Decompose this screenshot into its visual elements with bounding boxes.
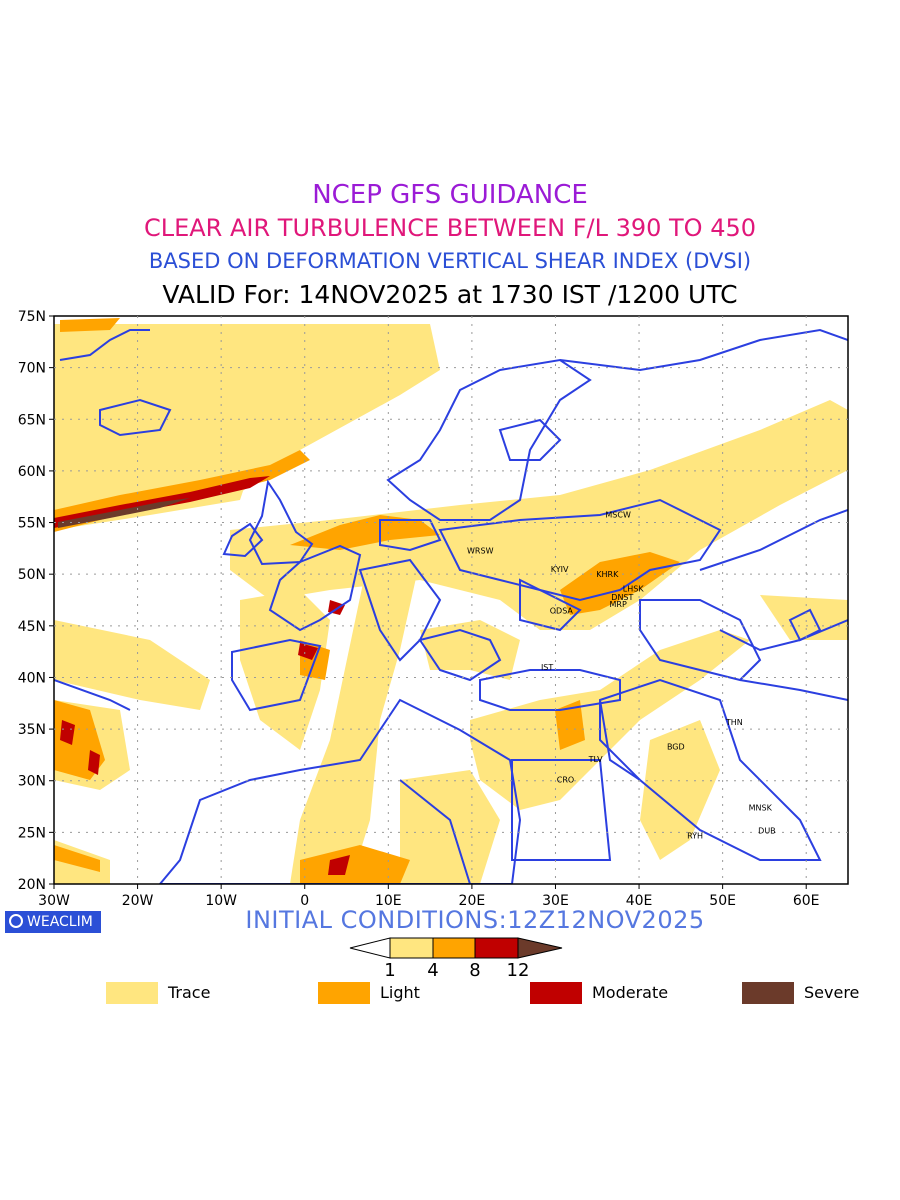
station-label-odsa: ODSA: [550, 606, 574, 615]
colorbar-low-arrow: [349, 937, 391, 959]
colorbar-tick-4: 4: [427, 960, 438, 980]
title-valid-time: VALID For: 14NOV2025 at 1730 IST /1200 U…: [162, 280, 738, 309]
lat-tick-label: 70N: [18, 361, 46, 377]
lat-tick-label: 55N: [18, 516, 46, 532]
station-label-kyiv: KYIV: [551, 565, 569, 574]
map-gridlines: [54, 316, 848, 884]
lat-tick-label: 50N: [18, 567, 46, 583]
station-label-wrsw: WRSW: [467, 546, 494, 555]
lon-tick-label: 20W: [122, 893, 154, 909]
lon-tick-label: 60E: [793, 893, 820, 909]
lat-tick-label: 65N: [18, 412, 46, 428]
colorbar-trace: [389, 937, 434, 959]
lon-tick-label: 10W: [205, 893, 237, 909]
colorbar-tick-1: 1: [384, 960, 395, 980]
station-label-ryh: RYH: [687, 831, 703, 840]
weaclim-label: WEACLIM: [27, 914, 93, 930]
title-method: BASED ON DEFORMATION VERTICAL SHEAR INDE…: [148, 249, 752, 273]
lon-tick-label: 30E: [542, 893, 569, 909]
legend-label-light: Light: [380, 983, 420, 1002]
station-label-mnsk: MNSK: [749, 804, 773, 813]
legend-label-moderate: Moderate: [592, 983, 669, 1002]
legend-swatch-moderate: [530, 982, 582, 1004]
station-label-mrp: MRP: [610, 600, 627, 609]
lat-tick-label: 20N: [18, 877, 46, 893]
station-label-lhsk: LHSK: [623, 585, 645, 594]
station-label-dnst: DNST: [611, 593, 633, 602]
station-label-ist: IST: [541, 663, 553, 672]
title-model: NCEP GFS GUIDANCE: [312, 180, 588, 210]
legend-swatch-severe: [742, 982, 794, 1004]
lat-tick-label: 60N: [18, 464, 46, 480]
legend-label-severe: Severe: [804, 983, 860, 1002]
legend-swatch-light: [318, 982, 370, 1004]
colorbar-light: [432, 937, 476, 959]
colorbar-severe-arrow: [517, 937, 563, 959]
lon-tick-label: 50E: [709, 893, 736, 909]
lat-tick-label: 45N: [18, 619, 46, 635]
station-label-dub: DUB: [758, 826, 776, 835]
initial-conditions: INITIAL CONDITIONS:12Z12NOV2025: [245, 906, 705, 934]
turbulence-shading: [54, 318, 848, 884]
lat-tick-label: 40N: [18, 670, 46, 686]
lon-tick-label: 40E: [626, 893, 653, 909]
station-label-tlv: TLV: [588, 755, 603, 764]
lat-tick-label: 75N: [18, 309, 46, 325]
station-label-mscw: MSCW: [605, 510, 631, 519]
legend-swatch-trace: [106, 982, 158, 1004]
lon-tick-label: 0: [300, 893, 309, 909]
lat-tick-label: 25N: [18, 825, 46, 841]
station-label-cro: CRO: [557, 776, 574, 785]
weaclim-logo-icon: [9, 914, 23, 928]
colorbar: 1 4 8 12: [349, 937, 563, 980]
colorbar-tick-12: 12: [507, 960, 530, 980]
title-product: CLEAR AIR TURBULENCE BETWEEN F/L 390 TO …: [143, 214, 757, 242]
lat-tick-label: 35N: [18, 722, 46, 738]
weaclim-badge: WEACLIM: [5, 911, 101, 933]
lat-tick-label: 30N: [18, 774, 46, 790]
colorbar-moderate: [474, 937, 519, 959]
country-boundaries: [54, 328, 848, 884]
station-label-thn: THN: [725, 718, 743, 727]
station-label-bgd: BGD: [667, 743, 685, 752]
lon-tick-label: 10E: [375, 893, 402, 909]
lon-tick-label: 30W: [38, 893, 70, 909]
lon-tick-label: 20E: [459, 893, 486, 909]
station-label-khrk: KHRK: [596, 570, 619, 579]
colorbar-tick-8: 8: [469, 960, 480, 980]
map-frame: [53, 315, 849, 885]
legend-label-trace: Trace: [168, 983, 211, 1002]
